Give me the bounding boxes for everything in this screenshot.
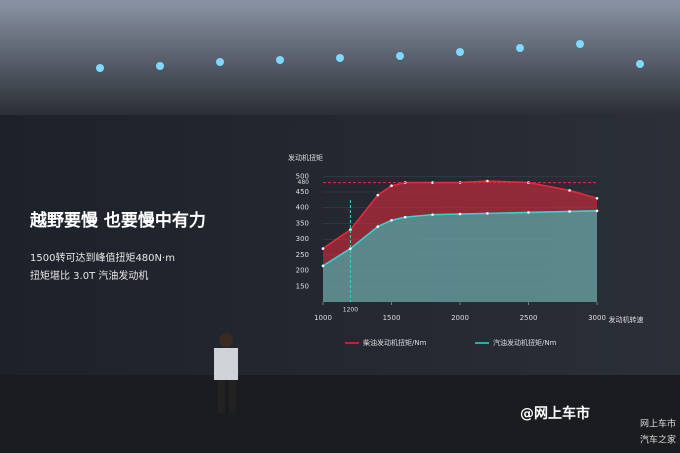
point [403, 215, 407, 219]
point [486, 179, 489, 183]
x-tick-label: 2500 [520, 314, 538, 322]
point [321, 264, 325, 268]
x-tick-label: 3000 [588, 314, 606, 322]
point [431, 181, 434, 184]
slide-line: 1500转可达到峰值扭矩480N·m [30, 251, 175, 264]
marker-label: 1200 [343, 307, 358, 314]
point [595, 209, 599, 213]
point [595, 196, 599, 200]
chart: 150 200 250 300 350 400 450 500 1000 1500 2000 2500… [296, 172, 606, 347]
stage-lights [96, 40, 644, 72]
x-tick-label: 1000 [314, 314, 332, 322]
y-axis-title: 发动机扭矩 [288, 153, 323, 162]
y-tick-label: 300 [296, 235, 309, 243]
y-tick-label: 150 [296, 282, 309, 290]
x-axis-title: 发动机转速 [609, 315, 644, 324]
point [349, 228, 352, 232]
x-tick-label: 2000 [451, 314, 469, 322]
legend-label: 柴油发动机扭矩/Nm [363, 338, 427, 347]
y-tick-label: 400 [296, 204, 309, 212]
legend-label: 汽油发动机扭矩/Nm [493, 338, 557, 347]
point [390, 184, 393, 188]
y-tick-label: 450 [296, 188, 309, 196]
point [349, 247, 352, 250]
presenter [214, 333, 238, 413]
point [458, 212, 462, 216]
point [527, 211, 530, 214]
series-area [323, 210, 597, 302]
watermark: 网上车市 [640, 418, 676, 430]
slide-line: 扭矩堪比 3.0T 汽油发动机 [30, 269, 148, 282]
point [376, 225, 380, 228]
point [568, 210, 571, 213]
point [486, 212, 489, 215]
y-tick-label: 200 [296, 267, 309, 275]
watermark: 汽车之家 [640, 434, 676, 446]
point [431, 213, 434, 216]
point [390, 218, 393, 222]
stage-floor [0, 375, 680, 453]
y-tick-label: 250 [296, 251, 309, 259]
x-tick-label: 1500 [383, 314, 401, 322]
y-tick-label: 350 [296, 219, 309, 227]
headline: 越野要慢 也要慢中有力 [29, 210, 206, 231]
point [321, 247, 325, 250]
y-tick-label: 500 [296, 172, 309, 180]
watermark: @网上车市 [520, 405, 590, 422]
point [376, 193, 380, 197]
point [568, 189, 571, 192]
marker-label: 480 [298, 179, 310, 186]
